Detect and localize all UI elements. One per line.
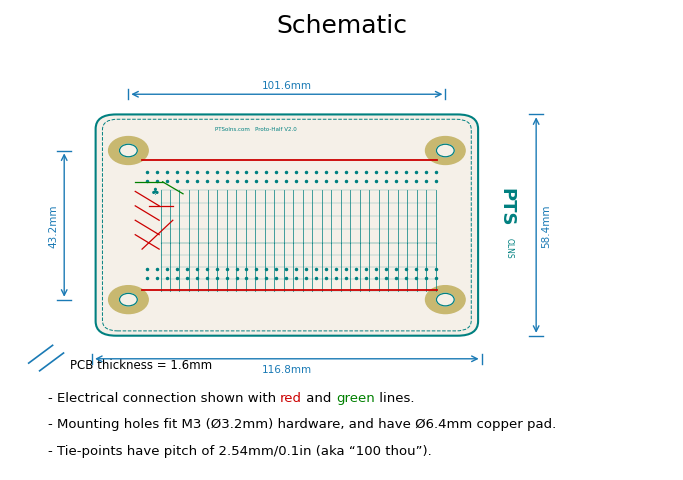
Circle shape: [436, 145, 454, 157]
Circle shape: [436, 294, 454, 306]
Text: 43.2mm: 43.2mm: [48, 204, 59, 247]
FancyBboxPatch shape: [96, 115, 478, 336]
Text: PTSolns.com   Proto-Half V2.0: PTSolns.com Proto-Half V2.0: [215, 127, 297, 132]
Circle shape: [120, 294, 137, 306]
Circle shape: [120, 145, 137, 157]
Text: 58.4mm: 58.4mm: [542, 204, 552, 247]
Text: ♣: ♣: [152, 186, 160, 196]
Circle shape: [109, 137, 148, 165]
Circle shape: [109, 286, 148, 314]
Text: PTS: PTS: [498, 188, 516, 226]
Text: OLNS: OLNS: [504, 237, 514, 258]
Text: 101.6mm: 101.6mm: [262, 81, 312, 91]
Text: and: and: [302, 391, 336, 404]
Text: - Tie-points have pitch of 2.54mm/0.1in (aka “100 thou”).: - Tie-points have pitch of 2.54mm/0.1in …: [48, 444, 432, 457]
Text: green: green: [336, 391, 374, 404]
Text: Schematic: Schematic: [276, 14, 407, 38]
Circle shape: [426, 286, 465, 314]
Text: PCB thickness = 1.6mm: PCB thickness = 1.6mm: [70, 358, 212, 372]
Text: lines.: lines.: [374, 391, 414, 404]
Text: - Mounting holes fit M3 (Ø3.2mm) hardware, and have Ø6.4mm copper pad.: - Mounting holes fit M3 (Ø3.2mm) hardwar…: [48, 418, 556, 431]
Circle shape: [426, 137, 465, 165]
Text: 116.8mm: 116.8mm: [262, 364, 312, 374]
Text: red: red: [280, 391, 302, 404]
Text: - Electrical connection shown with: - Electrical connection shown with: [48, 391, 280, 404]
